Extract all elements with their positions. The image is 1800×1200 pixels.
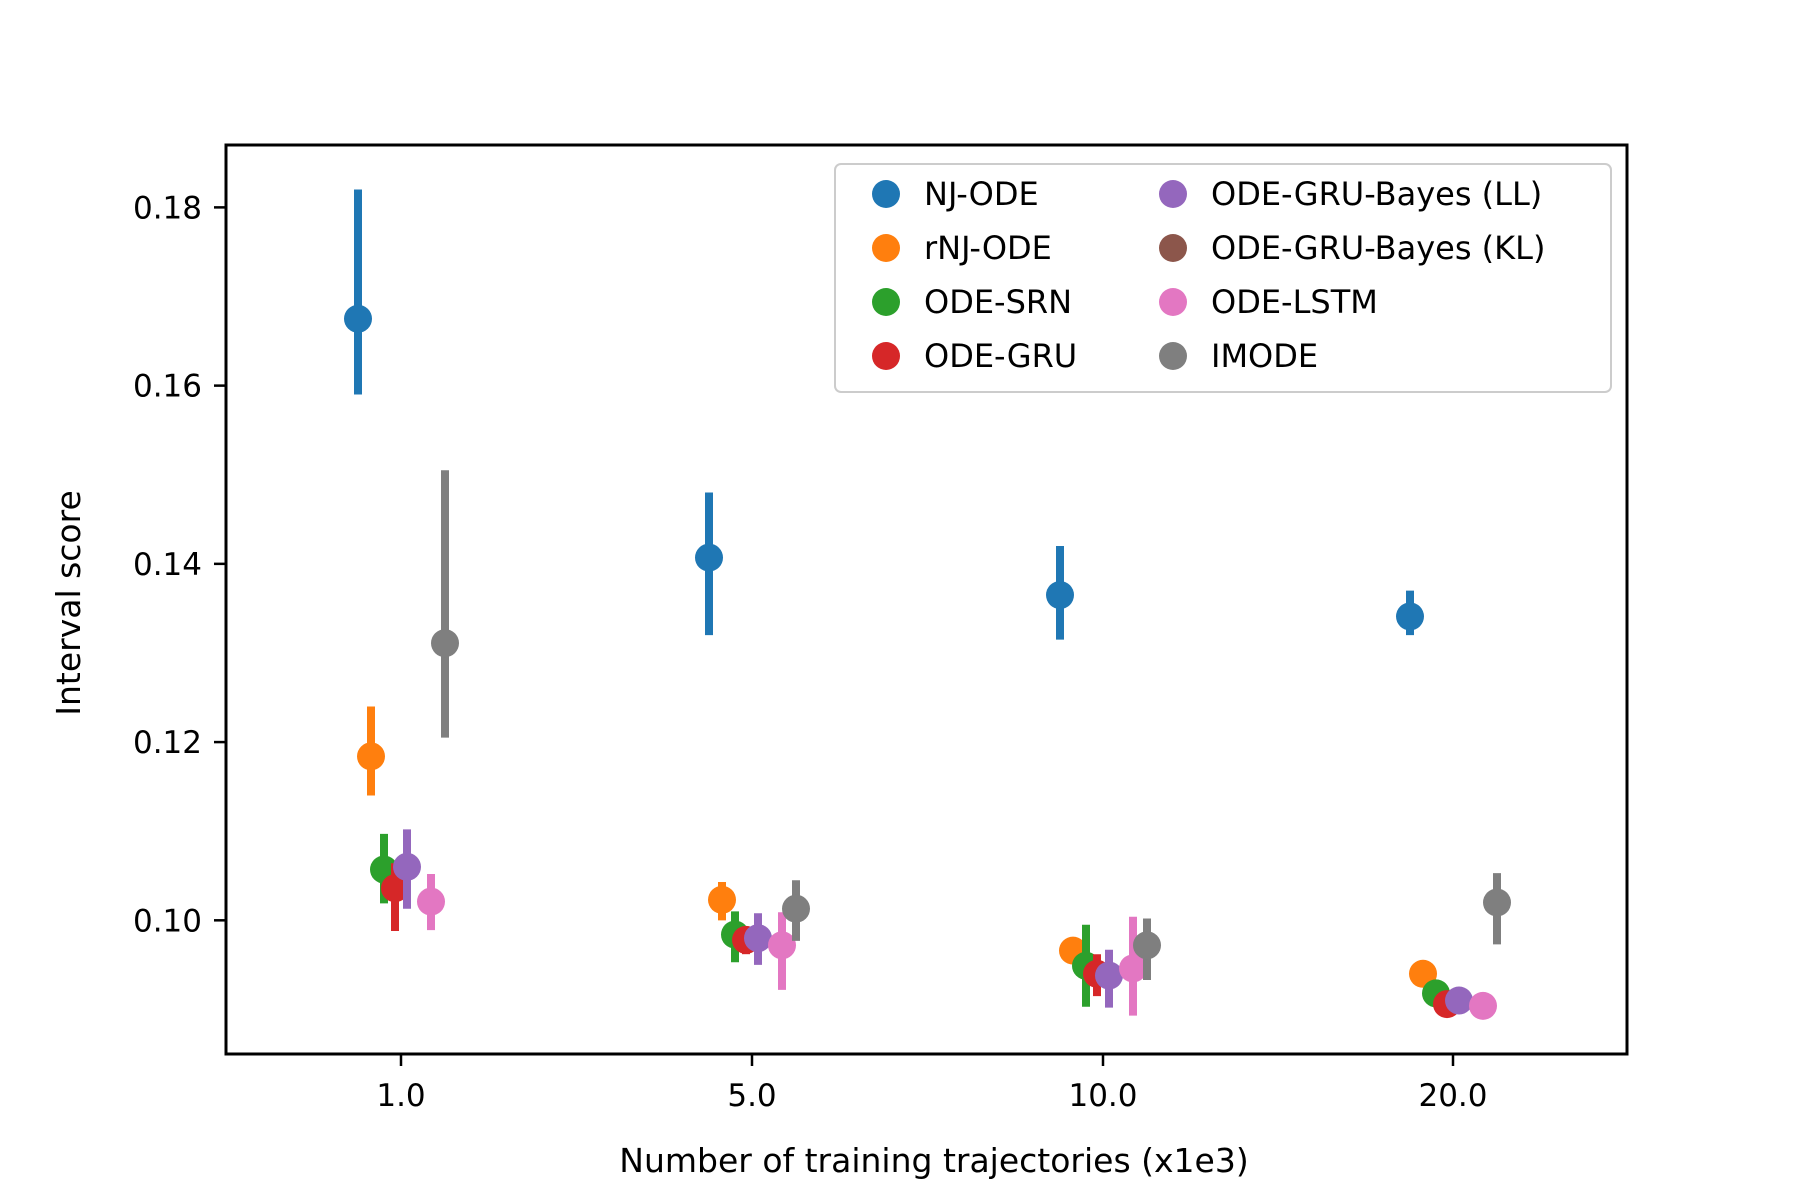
legend-marker: [1159, 234, 1187, 262]
legend-marker: [1159, 342, 1187, 370]
legend-label: ODE-GRU: [924, 337, 1077, 375]
y-tick-label: 0.18: [133, 190, 202, 226]
legend-label: ODE-GRU-Bayes (LL): [1211, 175, 1542, 213]
data-point-rnj-ode: [357, 742, 385, 771]
legend-label: rNJ-ODE: [924, 229, 1052, 267]
data-point-ode-lstm: [768, 931, 796, 960]
axes: 0.10 0.12 0.14 0.16 0.18 1.0 5.0 10.0 20.0: [133, 143, 1629, 1114]
data-point-ode-gru: [381, 874, 409, 903]
legend-marker: [872, 342, 900, 370]
x-tick-label: 1.0: [376, 1078, 425, 1114]
plot-marks: [344, 189, 1511, 1020]
data-point-imode: [1483, 888, 1511, 917]
legend-label: ODE-GRU-Bayes (KL): [1211, 229, 1545, 267]
data-point-ode-lstm: [1119, 954, 1147, 983]
legend-marker: [872, 180, 900, 208]
x-tick-label: 20.0: [1418, 1078, 1487, 1114]
plot-frame: [224, 143, 1629, 1056]
y-axis-label: Interval score: [49, 490, 88, 716]
legend-marker: [872, 288, 900, 316]
data-point-nj-ode: [1396, 602, 1424, 631]
y-tick-label: 0.12: [133, 725, 202, 761]
x-axis-label: Number of training trajectories (x1e3): [619, 1141, 1248, 1180]
data-point-imode: [1133, 931, 1161, 960]
data-point-nj-ode: [344, 304, 372, 333]
legend-label: NJ-ODE: [924, 175, 1039, 213]
legend-label: ODE-SRN: [924, 283, 1072, 321]
data-point-ode-gru-bayes-ll: [744, 924, 772, 953]
data-point-nj-ode: [695, 543, 723, 572]
x-tick-label: 5.0: [727, 1078, 776, 1114]
legend-label: ODE-LSTM: [1211, 283, 1378, 321]
y-tick-label: 0.10: [133, 903, 202, 939]
data-point-ode-lstm: [417, 887, 445, 916]
data-point-ode-lstm: [1469, 991, 1497, 1020]
y-tick-label: 0.16: [133, 369, 202, 405]
data-point-ode-gru-bayes-ll: [1095, 961, 1123, 990]
legend-marker: [1159, 180, 1187, 208]
x-tick-label: 10.0: [1068, 1078, 1137, 1114]
data-point-ode-gru-bayes-ll: [393, 852, 421, 881]
legend-label: IMODE: [1211, 337, 1318, 375]
legend-box: [834, 163, 1612, 393]
legend-marker: [872, 234, 900, 262]
legend: NJ-ODE rNJ-ODE ODE-SRN ODE-GRU ODE-GRU-Bayes…: [834, 163, 1612, 393]
data-point-imode: [431, 629, 459, 658]
y-tick-label: 0.14: [133, 547, 202, 583]
data-point-imode: [782, 894, 810, 923]
data-point-ode-gru-bayes-ll: [1445, 986, 1473, 1015]
legend-marker: [1159, 288, 1187, 316]
data-point-nj-ode: [1046, 581, 1074, 610]
data-point-rnj-ode: [708, 885, 736, 914]
